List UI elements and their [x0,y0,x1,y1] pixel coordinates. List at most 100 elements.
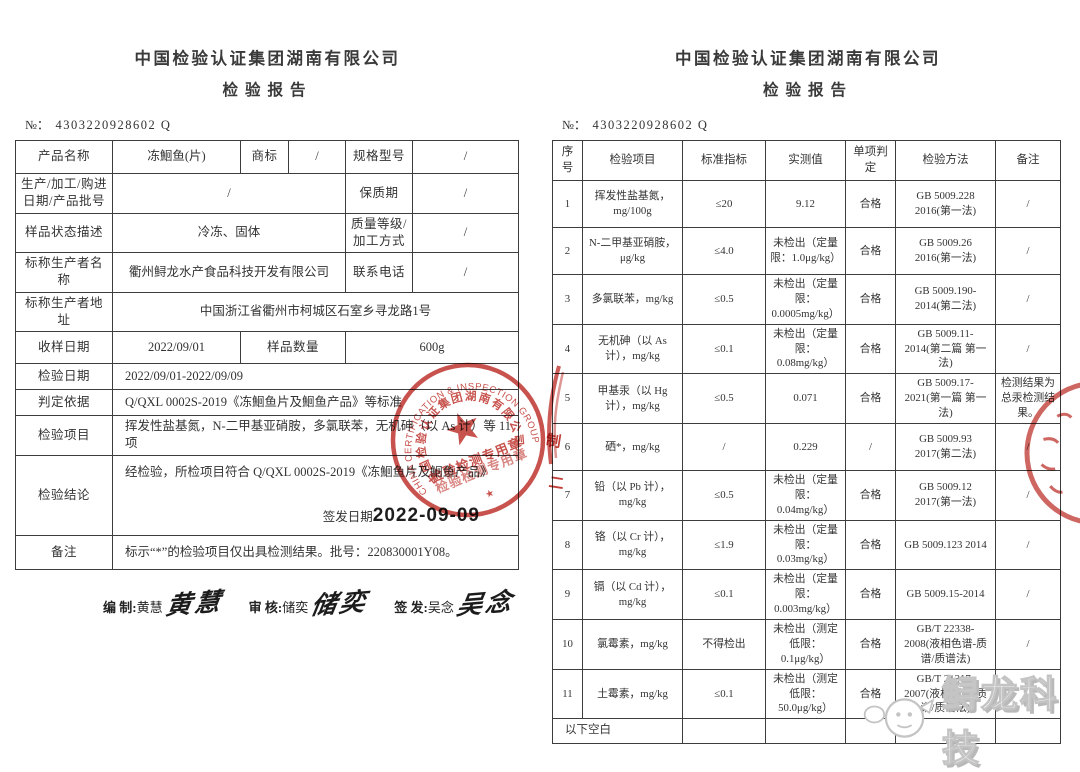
trademark-value: / [288,140,346,174]
report-title: 检验报告 [762,82,853,99]
cell-judgement: 合格 [845,470,896,521]
watermark-text: 鲟龙科技 [941,673,1059,769]
cell-standard: ≤1.9 [682,519,766,571]
cell-item: 甲基汞（以 Hg 计），mg/kg [582,373,683,425]
header-item: 检验项目 [582,140,683,181]
cell-judgement: 合格 [845,227,896,275]
cell-method: GB 5009.123 2014 [895,519,996,571]
cell-no: 3 [552,274,583,325]
cell-measured: 未检出（定量限：0.03mg/kg） [765,519,846,571]
cell-standard: / [682,423,766,472]
cell-standard: ≤0.5 [682,373,766,425]
cell-standard: 不得检出 [682,619,766,670]
prod-date-label: 生产/加工/购进日期/产品批号 [15,173,113,214]
star-icon [446,413,478,446]
cell-standard: ≤20 [682,180,766,228]
cell-no: 11 [552,668,583,720]
table-row: 10 氯霉素，mg/kg 不得检出 未检出（测定低限：0.1μg/kg） 合格 … [552,619,1061,670]
cell-item: 多氯联苯，mg/kg [582,274,683,325]
table-row: 样品状态描述 冷冻、固体 质量等级/加工方式 / [15,212,519,253]
remark-value: 标示“*”的检验项目仅出具检测结果。批号：220830001Y08。 [112,534,519,570]
table-row: 生产/加工/购进日期/产品批号 / 保质期 / [15,173,519,214]
prepared-signature: 黄慧 [163,586,226,621]
cell-item: 硒*，mg/kg [582,423,683,472]
judge-basis-value: Q/QXL 0002S-2019《冻鮰鱼片及鮰鱼产品》等标准 [112,389,519,416]
cell-item: N-二甲基亚硝胺，μg/kg [582,227,683,275]
trademark-label: 商标 [240,140,289,174]
header-no: 序号 [552,140,583,181]
sample-info-table: 产品名称 冻鮰鱼(片) 商标 / 规格型号 / 生产/加工/购进日期/产品批号 … [15,140,519,570]
report-number-label: №： [25,118,50,132]
shelf-life-label: 保质期 [345,173,413,214]
edge-stamp-fragment-icon [543,362,565,527]
prepared-label: 编 制: [103,599,137,615]
cell-remark: / [995,227,1061,275]
table-header-row: 序号 检验项目 标准指标 实测值 单项判定 检验方法 备注 [552,140,1061,181]
company-title: 中国检验认证集团湖南有限公司 [134,49,401,68]
receive-date-label: 收样日期 [15,331,113,364]
table-row: 1 挥发性盐基氮，mg/100g ≤20 9.12 合格 GB 5009.228… [552,180,1061,228]
empty-cell [995,718,1061,745]
header-standard: 标准指标 [682,140,766,181]
table-row: 标称生产者地址 中国浙江省衢州市柯城区石室乡寻龙路1号 [15,291,519,332]
reviewed-label: 审 核: [248,599,283,615]
cell-remark: / [995,519,1061,571]
cell-measured: 未检出（测定低限：50.0μg/kg） [765,668,846,720]
table-row: 3 多氯联苯，mg/kg ≤0.5 未检出（定量限：0.0005mg/kg） 合… [552,274,1061,325]
cell-remark: / [995,619,1061,670]
header-measured: 实测值 [765,140,846,181]
sturgeon-logo-icon [863,698,935,738]
company-title: 中国检验认证集团湖南有限公司 [675,49,941,68]
table-row: 检验项目 挥发性盐基氮，N-二甲基亚硝胺，多氯联苯，无机砷（以 As 计）等 1… [15,415,519,456]
cell-judgement: 合格 [845,519,896,571]
table-footer-row: 以下空白 [552,718,1061,745]
sample-state-label: 样品状态描述 [15,212,113,253]
cell-item: 挥发性盐基氮，mg/100g [582,180,683,228]
cell-no: 1 [552,180,583,228]
address-label: 标称生产者地址 [15,291,113,332]
cell-remark: 检测结果为总汞检测结果。 [995,373,1061,425]
cell-measured: 未检出（测定低限：0.1μg/kg） [765,619,846,670]
cell-no: 6 [552,423,583,472]
cell-measured: 未检出（定量限：0.04mg/kg） [765,470,846,521]
cell-method: GB 5009.15-2014 [895,569,996,621]
cell-no: 9 [552,569,583,621]
cell-measured: 0.229 [765,423,846,472]
cell-method: GB 5009.190-2014(第二法) [895,274,996,325]
report-number-label: №： [562,118,587,132]
cell-remark: / [995,668,1061,720]
table-row: 标称生产者名称 衢州鲟龙水产食品科技开发有限公司 联系电话 / [15,252,519,293]
cell-measured: 未检出（定量限：0.0005mg/kg） [765,274,846,325]
table-row: 产品名称 冻鮰鱼(片) 商标 / 规格型号 / [15,140,519,174]
table-row: 2 N-二甲基亚硝胺，μg/kg ≤4.0 未检出（定量限：1.0μg/kg） … [552,227,1061,275]
table-row: 5 甲基汞（以 Hg 计），mg/kg ≤0.5 0.071 合格 GB 500… [552,373,1061,425]
shelf-life-value: / [412,173,519,214]
cell-method: GB 5009.17-2021(第一篇 第一法) [895,373,996,425]
cell-judgement: 合格 [845,323,896,375]
test-date-label: 检验日期 [15,363,113,390]
cell-method: GB 5009.93 2017(第二法) [895,423,996,472]
cell-judgement: 合格 [845,373,896,425]
test-results-table: 序号 检验项目 标准指标 实测值 单项判定 检验方法 备注 1 挥发性盐基氮，m… [552,140,1061,745]
table-row: 4 无机砷（以 As 计），mg/kg ≤0.1 未检出（定量限：0.08mg/… [552,323,1061,375]
conclusion-label: 检验结论 [15,454,113,536]
cell-method: GB 5009.12 2017(第一法) [895,470,996,521]
empty-cell [765,718,846,745]
header-judgement: 单项判定 [845,140,896,181]
cell-measured: 未检出（定量限：0.08mg/kg） [765,323,846,375]
cell-no: 8 [552,519,583,571]
table-row: 9 镉（以 Cd 计），mg/kg ≤0.1 未检出（定量限：0.003mg/k… [552,569,1061,621]
receive-date-value: 2022/09/01 [112,331,241,364]
cell-method: GB/T 22338-2008(液相色谱-质谱/质谱法) [895,619,996,670]
prepared-by: 编 制: 黄慧 黄慧 [103,584,225,621]
phone-label: 联系电话 [345,252,413,293]
cell-item: 无机砷（以 As 计），mg/kg [582,323,683,375]
cell-item: 镉（以 Cd 计），mg/kg [582,569,683,621]
cell-item: 铬（以 Cr 计），mg/kg [582,519,683,571]
table-row: 6 硒*，mg/kg / 0.229 / GB 5009.93 2017(第二法… [552,423,1061,472]
sample-state-value: 冷冻、固体 [112,212,346,253]
report-page-info: 中国检验认证集团湖南有限公司 检验报告 №： 4303220928602 Q 产品… [15,0,520,621]
cell-no: 7 [552,470,583,521]
cell-measured: 9.12 [765,180,846,228]
prod-date-value: / [112,173,346,214]
